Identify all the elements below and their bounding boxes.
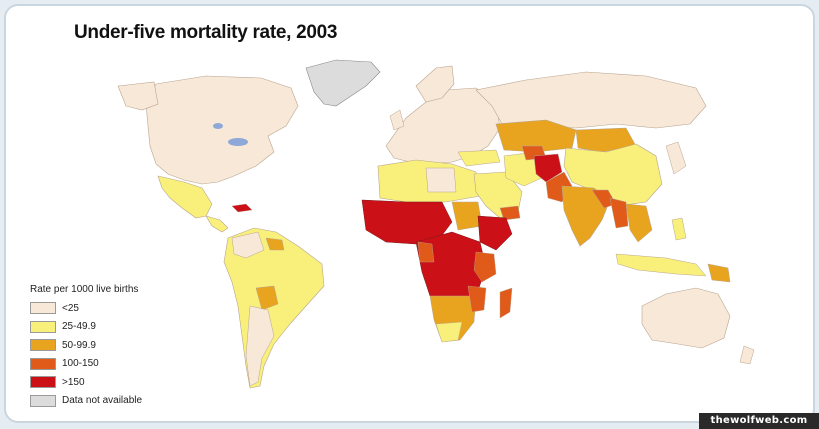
region-alaska	[117, 81, 159, 111]
legend-label: 25-49.9	[62, 321, 96, 333]
legend-item: 25-49.9	[30, 318, 210, 337]
region-myanmar	[609, 197, 629, 229]
region-greenland	[305, 59, 381, 107]
region-afghanistan	[533, 153, 563, 183]
region-yemen	[499, 205, 521, 221]
map-title: Under-five mortality rate, 2003	[74, 22, 338, 43]
region-bolivia	[255, 285, 279, 311]
legend-label: Data not available	[62, 395, 143, 407]
world-map	[117, 59, 755, 389]
region-sudan	[451, 201, 483, 231]
region-mexico	[157, 175, 213, 219]
region-philippines	[671, 217, 687, 241]
legend-swatch	[30, 339, 56, 352]
map-card: Under-five mortality rate, 2003 Rate per…	[4, 4, 815, 423]
legend-item: Data not available	[30, 392, 210, 411]
region-caribbean	[231, 203, 253, 213]
legend-item: 100-150	[30, 355, 210, 374]
region-scandinavia	[415, 65, 455, 103]
legend-label: 50-99.9	[62, 339, 96, 351]
region-gabon-congo	[417, 241, 435, 263]
region-north-america	[145, 75, 299, 185]
region-mozambique	[467, 285, 487, 313]
region-ethiopia-somalia	[477, 215, 513, 251]
region-uk	[389, 109, 405, 131]
region-central-asia	[495, 119, 577, 153]
lake-hudson-area	[213, 123, 223, 129]
legend-swatch	[30, 302, 56, 315]
legend-swatch	[30, 376, 56, 389]
lake-great-lakes	[228, 138, 248, 146]
region-kenya-tanzania	[473, 251, 497, 283]
legend-item: >150	[30, 373, 210, 392]
region-colombia-venezuela	[231, 231, 265, 259]
region-russia	[475, 71, 707, 129]
legend-item: 50-99.9	[30, 336, 210, 355]
region-libya-egypt	[425, 167, 457, 193]
legend-item: <25	[30, 299, 210, 318]
legend-swatch	[30, 357, 56, 370]
legend-label: 100-150	[62, 358, 99, 370]
region-papua	[707, 263, 731, 283]
legend-label: <25	[62, 302, 79, 314]
region-southern-cone	[245, 305, 275, 387]
legend: Rate per 1000 live births <25 25-49.9 50…	[30, 284, 210, 410]
watermark: thewolfweb.com	[699, 413, 819, 429]
legend-title: Rate per 1000 live births	[30, 284, 139, 295]
region-central-america	[205, 215, 229, 233]
region-indochina	[625, 203, 653, 243]
region-new-zealand	[739, 345, 755, 365]
region-indonesia	[615, 253, 707, 277]
region-china	[563, 143, 663, 207]
region-guyana	[265, 237, 285, 251]
region-south-africa-tip	[435, 321, 463, 343]
region-korea-japan	[665, 141, 687, 175]
region-australia	[641, 287, 731, 349]
legend-swatch	[30, 394, 56, 407]
region-madagascar	[499, 287, 513, 319]
legend-swatch	[30, 320, 56, 333]
region-turkey-caucasus	[457, 149, 501, 167]
legend-label: >150	[62, 376, 85, 388]
